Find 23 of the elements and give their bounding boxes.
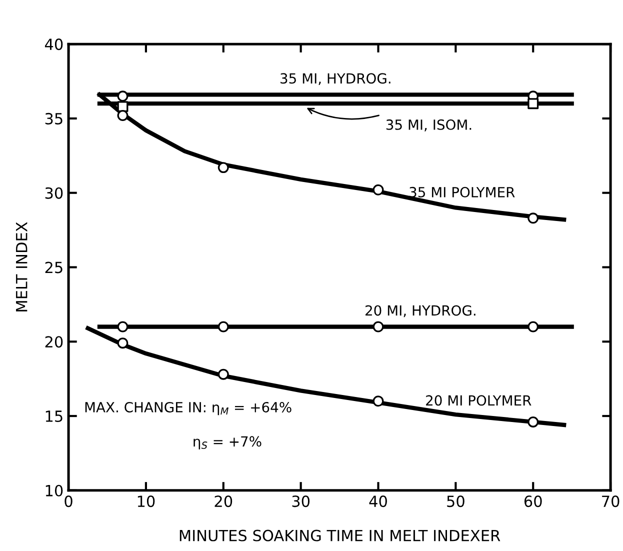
series-label: 35 MI, ISOM.: [386, 119, 472, 132]
y-tick-label: 25: [45, 262, 62, 274]
x-tick-label: 30: [292, 496, 310, 508]
x-tick-label: 70: [602, 496, 620, 508]
x-tick-label: 60: [524, 496, 542, 508]
annotation: η$_{S}$ = +7%: [194, 436, 262, 450]
y-tick-label: 30: [45, 187, 63, 199]
x-axis-title: MINUTES SOAKING TIME IN MELT INDEXER: [180, 530, 500, 542]
series-label: 35 MI, HYDROG.: [280, 73, 390, 86]
series-label: 20 MI, HYDROG.: [366, 305, 476, 318]
y-tick-label: 20: [45, 336, 63, 348]
y-tick-label: 40: [44, 38, 63, 50]
y-tick-label: 10: [46, 484, 63, 496]
x-tick-label: 50: [447, 496, 464, 508]
x-tick-label: 0: [64, 496, 72, 508]
y-tick-label: 35: [45, 112, 62, 124]
x-tick-label: 20: [214, 496, 232, 508]
y-axis-title: MELT INDEX: [16, 222, 28, 312]
x-tick-label: 10: [138, 496, 155, 508]
series-label: 20 MI POLYMER: [426, 395, 532, 406]
x-tick-label: 40: [369, 496, 387, 508]
y-tick-label: 15: [46, 410, 62, 422]
annotation: MAX. CHANGE IN: η$_{M}$ = +64%: [85, 402, 292, 416]
